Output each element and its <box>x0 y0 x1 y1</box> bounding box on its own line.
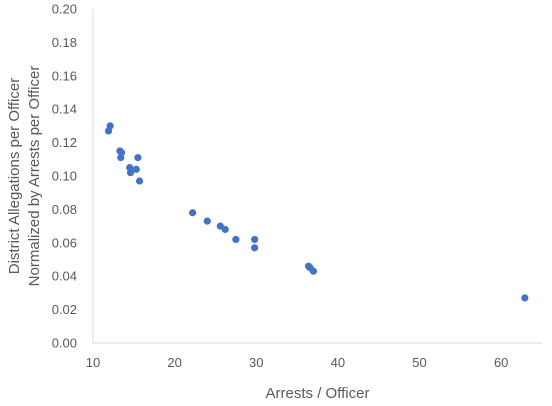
data-point <box>251 235 259 244</box>
data-point <box>203 217 211 225</box>
y-axis-title-line-2: Normalized by Arrests per Officer <box>26 66 43 287</box>
y-tick-label: 0.10 <box>52 169 77 184</box>
x-tick-label: 50 <box>412 355 426 370</box>
y-tick-label: 0.00 <box>52 336 77 351</box>
x-tick-label: 20 <box>167 355 181 370</box>
data-point <box>521 294 529 302</box>
data-point <box>132 165 140 173</box>
x-tick-label: 40 <box>331 355 345 370</box>
y-axis-title-line-1: District Allegations per Officer <box>6 78 23 274</box>
x-tick-label: 10 <box>86 355 100 370</box>
y-tick-label: 0.12 <box>52 135 77 150</box>
data-point <box>309 267 318 275</box>
data-point <box>117 154 125 162</box>
data-point <box>134 154 142 162</box>
y-tick-label: 0.18 <box>52 35 77 50</box>
x-tick-labels: 10 20 30 40 50 60 <box>86 355 509 370</box>
data-point <box>135 177 144 185</box>
y-tick-label: 0.20 <box>52 2 77 17</box>
data-point <box>232 235 240 244</box>
y-tick-label: 0.16 <box>52 68 77 83</box>
y-tick-labels: 0.00 0.02 0.04 0.06 0.08 0.10 0.12 0.14 0.16 0.18… <box>52 2 77 351</box>
data-point <box>106 122 114 130</box>
data-points <box>104 122 529 302</box>
y-tick-label: 0.02 <box>52 302 77 317</box>
y-tick-label: 0.14 <box>52 102 77 117</box>
x-tick-label: 30 <box>249 355 263 370</box>
data-point <box>188 209 197 217</box>
data-point <box>251 244 259 252</box>
x-tick-label: 60 <box>494 355 508 370</box>
y-tick-label: 0.04 <box>52 269 77 284</box>
y-tick-label: 0.08 <box>52 202 77 217</box>
data-point <box>221 225 229 234</box>
data-point <box>126 169 135 177</box>
y-tick-label: 0.06 <box>52 235 77 250</box>
x-axis-title: Arrests / Officer <box>266 385 370 402</box>
